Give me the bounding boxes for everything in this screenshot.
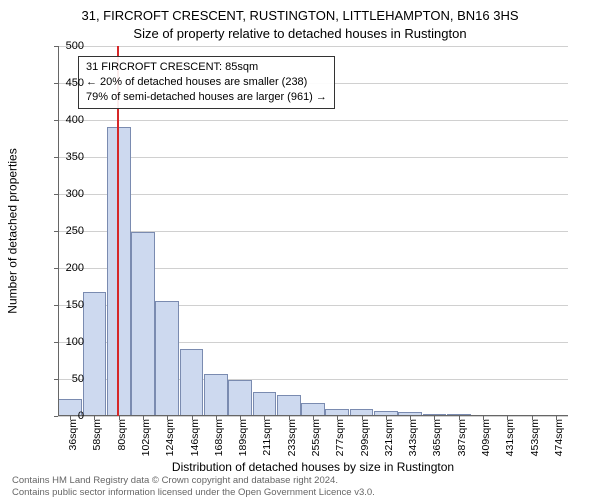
chart-title-address: 31, FIRCROFT CRESCENT, RUSTINGTON, LITTL…: [0, 8, 600, 23]
histogram-bar: [301, 403, 325, 416]
y-tick-label: 450: [44, 77, 84, 89]
gridline: [58, 120, 568, 121]
y-tick-label: 250: [44, 225, 84, 237]
gridline: [58, 157, 568, 158]
gridline: [58, 46, 568, 47]
y-tick-label: 300: [44, 188, 84, 200]
y-axis-label: Number of detached properties: [6, 46, 20, 416]
attribution-line2: Contains public sector information licen…: [12, 487, 375, 498]
histogram-bar: [204, 374, 228, 416]
plot-area: 31 FIRCROFT CRESCENT: 85sqm← 20% of deta…: [58, 46, 568, 416]
x-axis-label: Distribution of detached houses by size …: [58, 460, 568, 474]
histogram-bar: [180, 349, 204, 416]
x-axis-line: [58, 415, 568, 416]
attribution-line1: Contains HM Land Registry data © Crown c…: [12, 475, 375, 486]
info-line-larger: 79% of semi-detached houses are larger (…: [86, 90, 327, 105]
histogram-bar: [228, 380, 252, 416]
y-tick-label: 150: [44, 299, 84, 311]
info-box: 31 FIRCROFT CRESCENT: 85sqm← 20% of deta…: [78, 56, 335, 109]
y-tick-label: 350: [44, 151, 84, 163]
info-line-property: 31 FIRCROFT CRESCENT: 85sqm: [86, 60, 327, 75]
y-tick-label: 50: [44, 373, 84, 385]
y-tick-label: 400: [44, 114, 84, 126]
histogram-bar: [253, 392, 277, 416]
y-tick-label: 100: [44, 336, 84, 348]
gridline: [58, 194, 568, 195]
y-tick-label: 500: [44, 40, 84, 52]
histogram-bar: [155, 301, 179, 416]
info-line-smaller: ← 20% of detached houses are smaller (23…: [86, 75, 327, 90]
y-tick-label: 200: [44, 262, 84, 274]
histogram-bar: [277, 395, 301, 416]
chart-title-subtitle: Size of property relative to detached ho…: [0, 26, 600, 41]
attribution: Contains HM Land Registry data © Crown c…: [12, 475, 375, 498]
histogram-bar: [131, 232, 155, 416]
histogram-bar: [107, 127, 131, 416]
histogram-bar: [83, 292, 107, 416]
